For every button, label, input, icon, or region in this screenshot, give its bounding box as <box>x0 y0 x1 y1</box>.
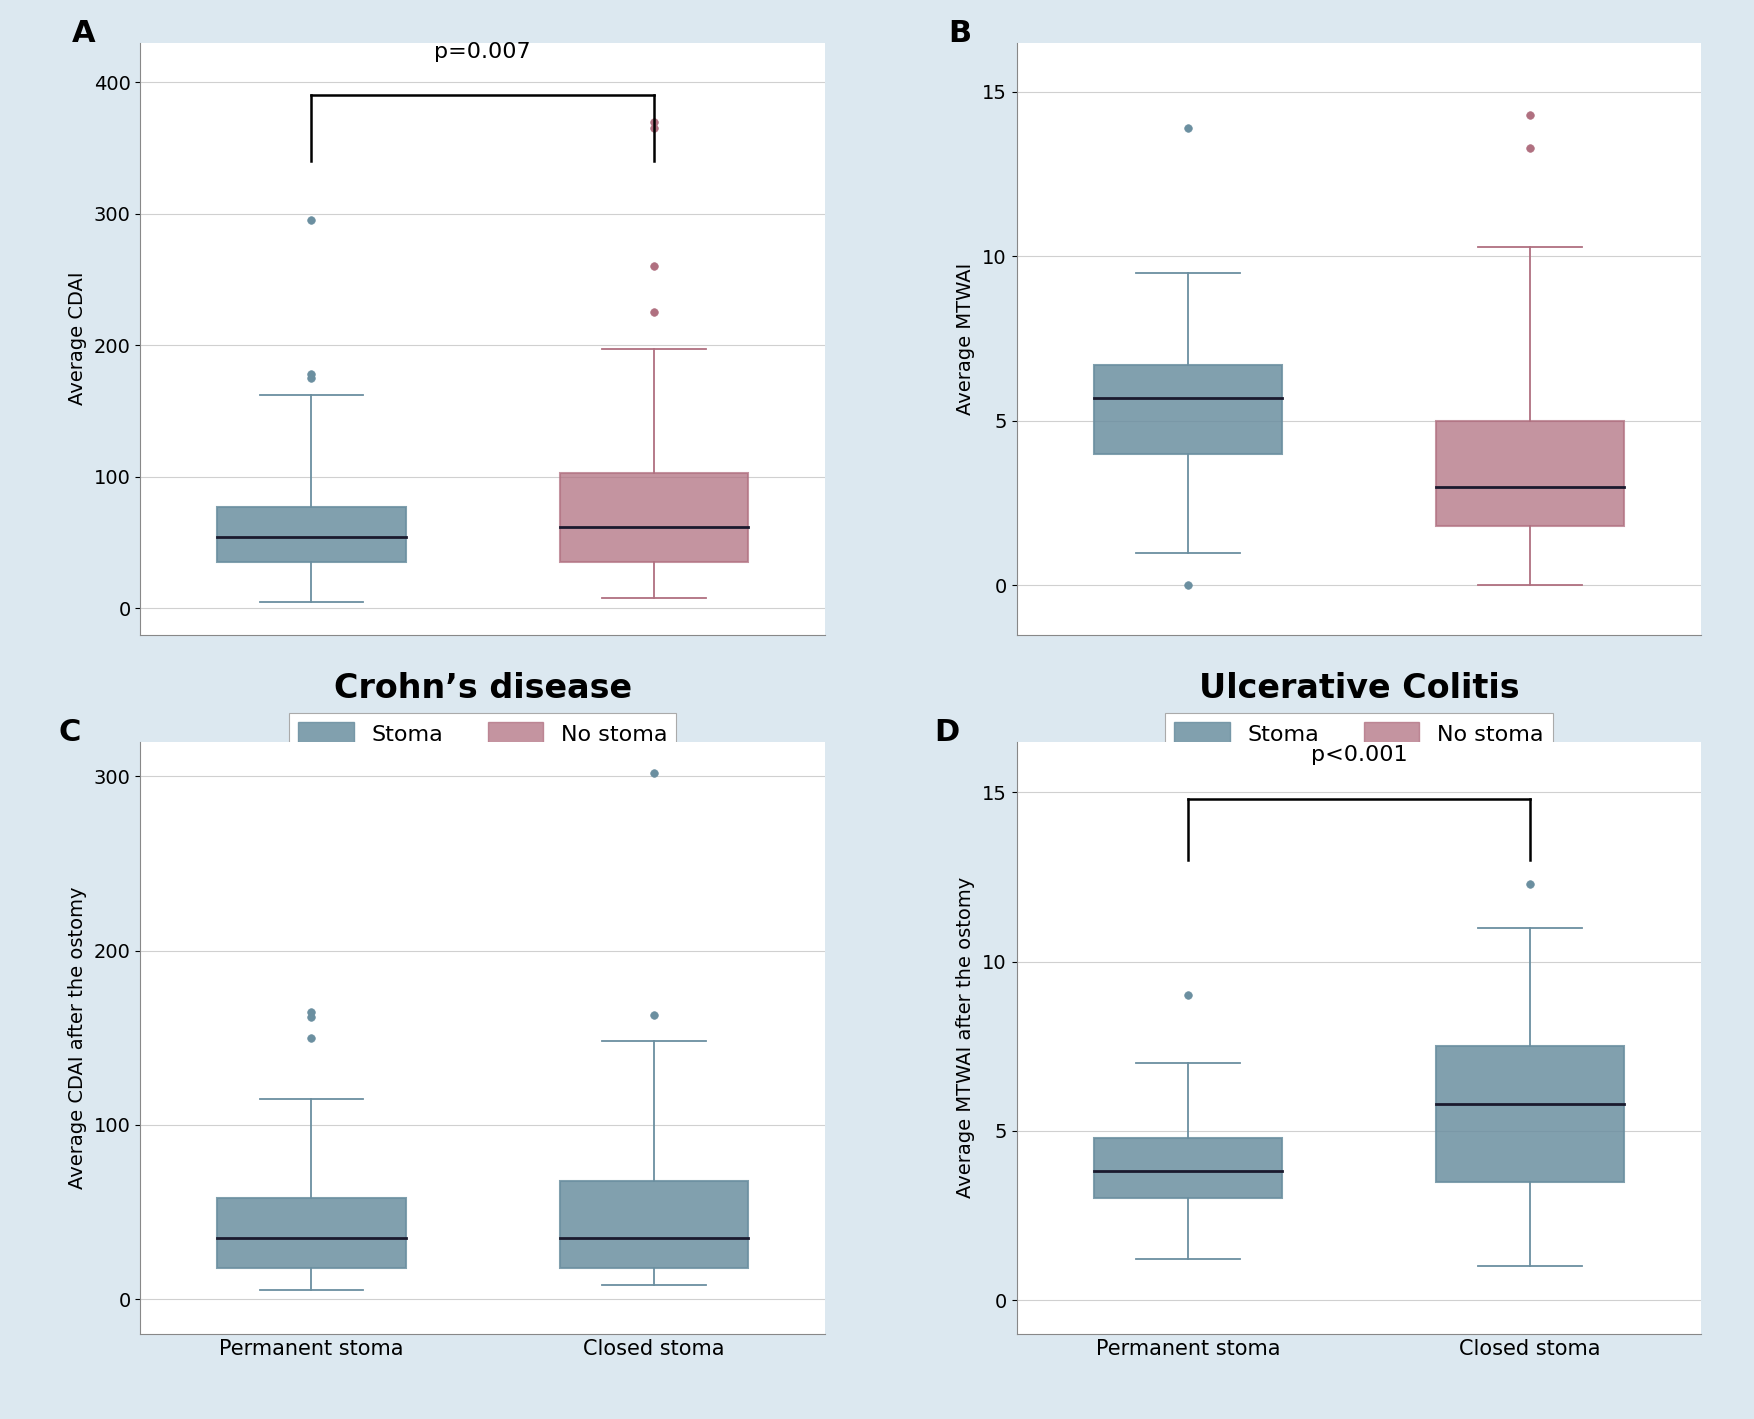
Text: Ulcerative Colitis: Ulcerative Colitis <box>1198 671 1519 705</box>
Point <box>1173 985 1201 1007</box>
Text: C: C <box>58 718 81 746</box>
FancyBboxPatch shape <box>1094 365 1282 454</box>
Text: Crohn’s disease: Crohn’s disease <box>333 671 631 705</box>
Point <box>298 1026 326 1049</box>
FancyBboxPatch shape <box>560 473 747 562</box>
FancyBboxPatch shape <box>217 1198 405 1267</box>
Point <box>298 363 326 386</box>
Point <box>1515 873 1544 895</box>
Point <box>640 762 668 785</box>
Point <box>1173 575 1201 597</box>
Y-axis label: Average CDAI: Average CDAI <box>68 272 86 406</box>
Point <box>298 1000 326 1023</box>
Text: A: A <box>72 18 95 48</box>
Point <box>640 255 668 278</box>
Legend: Stoma, No stoma: Stoma, No stoma <box>289 714 677 753</box>
Y-axis label: Average CDAI after the ostomy: Average CDAI after the ostomy <box>68 887 86 1189</box>
Text: D: D <box>935 718 959 746</box>
FancyBboxPatch shape <box>217 507 405 562</box>
Y-axis label: Average MTWAI after the ostomy: Average MTWAI after the ostomy <box>956 877 975 1199</box>
FancyBboxPatch shape <box>1437 1046 1624 1182</box>
Point <box>1173 116 1201 139</box>
FancyBboxPatch shape <box>1437 421 1624 526</box>
Point <box>640 301 668 324</box>
Point <box>640 1003 668 1026</box>
Legend: Stoma, No stoma: Stoma, No stoma <box>1165 714 1552 753</box>
Point <box>298 368 326 390</box>
Y-axis label: Average MTWAI: Average MTWAI <box>956 263 975 414</box>
Point <box>298 209 326 231</box>
Point <box>1515 136 1544 159</box>
FancyBboxPatch shape <box>1094 1138 1282 1199</box>
FancyBboxPatch shape <box>560 1181 747 1267</box>
Text: p<0.001: p<0.001 <box>1310 745 1407 765</box>
Point <box>640 111 668 133</box>
Point <box>298 1006 326 1029</box>
Point <box>1515 104 1544 126</box>
Text: B: B <box>949 18 972 48</box>
Point <box>640 116 668 139</box>
Text: p=0.007: p=0.007 <box>435 43 531 62</box>
